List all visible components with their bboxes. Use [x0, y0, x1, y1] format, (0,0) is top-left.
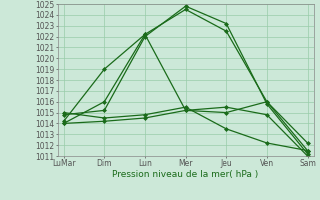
X-axis label: Pression niveau de la mer( hPa ): Pression niveau de la mer( hPa )	[112, 170, 259, 179]
